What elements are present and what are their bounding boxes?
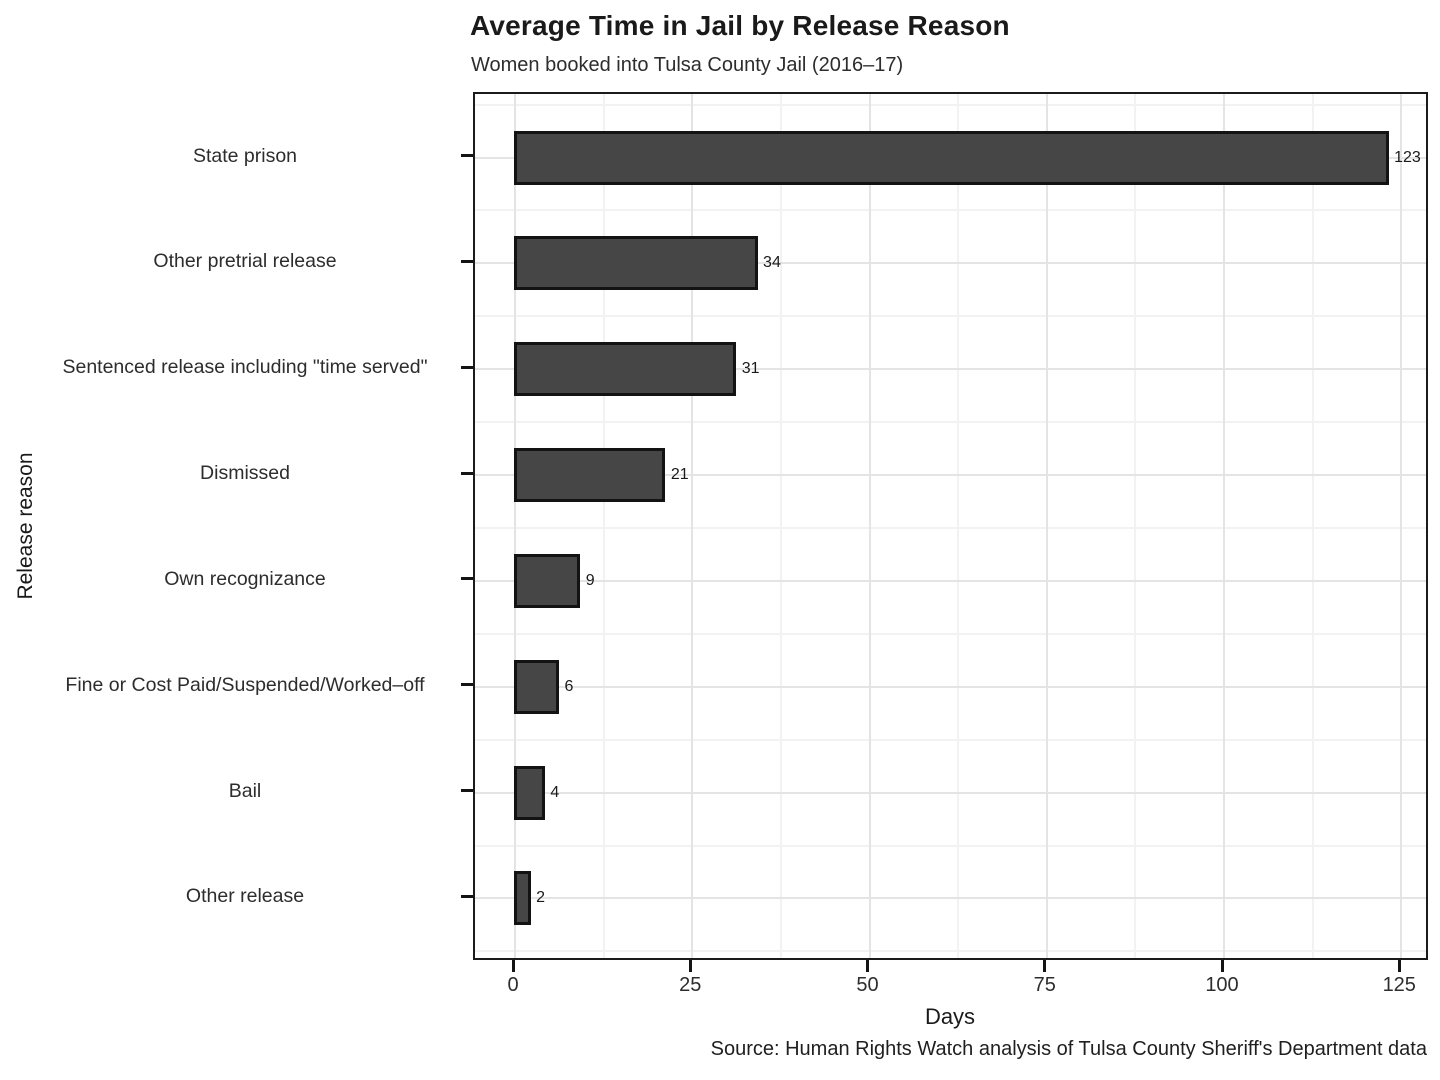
gridline-major-horizontal: [475, 474, 1426, 477]
gridline-minor-vertical: [779, 94, 782, 958]
bar: [513, 236, 758, 291]
source-caption: Source: Human Rights Watch analysis of T…: [710, 1038, 1427, 1060]
y-axis-category-label: Own recognizance: [164, 567, 326, 590]
y-axis-tick-mark: [461, 471, 473, 475]
bar: [513, 448, 666, 503]
gridline-major-horizontal: [475, 791, 1426, 794]
gridline-minor-horizontal: [475, 527, 1426, 529]
y-axis-category-label: Sentenced release including "time served…: [62, 356, 428, 379]
gridline-minor-vertical: [1311, 94, 1314, 958]
y-axis-category-label: State prison: [192, 144, 298, 167]
bar-value-label: 9: [585, 571, 595, 589]
bar: [513, 130, 1389, 185]
y-axis-tick-mark: [461, 577, 473, 581]
chart-title: Average Time in Jail by Release Reason: [470, 10, 1010, 41]
y-axis-category-label: Bail: [228, 779, 262, 802]
bar: [513, 553, 581, 608]
y-axis-tick-mark: [461, 259, 473, 263]
x-axis-tick-label: 25: [679, 974, 702, 996]
y-axis-tick-mark: [461, 683, 473, 687]
gridline-minor-horizontal: [475, 315, 1426, 318]
gridline-minor-horizontal: [475, 738, 1426, 741]
gridline-major-horizontal: [475, 579, 1426, 582]
y-axis-tick-mark: [461, 365, 473, 369]
gridline-minor-horizontal: [475, 209, 1426, 212]
y-axis-tick-mark: [461, 894, 473, 898]
gridline-major-vertical: [1223, 94, 1225, 958]
y-axis-tick-mark: [461, 154, 473, 157]
y-axis-tick-mark: [461, 789, 473, 793]
x-axis-tick-mark: [1220, 960, 1224, 972]
bar: [513, 659, 560, 714]
gridline-major-vertical: [1400, 94, 1403, 958]
gridline-major-horizontal: [475, 262, 1426, 265]
gridline-minor-horizontal: [475, 103, 1426, 106]
gridline-minor-horizontal: [475, 844, 1426, 847]
bar-value-label: 6: [564, 677, 574, 695]
gridline-major-horizontal: [475, 685, 1426, 688]
bar-value-label: 2: [536, 889, 546, 907]
y-axis-category-label: Fine or Cost Paid/Suspended/Worked–off: [65, 673, 425, 696]
gridline-major-horizontal: [475, 368, 1426, 371]
x-axis-tick-mark: [688, 960, 692, 972]
bar-value-label: 123: [1394, 148, 1421, 166]
x-axis-tick-label: 100: [1205, 974, 1239, 996]
bar-value-label: 4: [550, 783, 560, 801]
bar: [513, 342, 737, 397]
x-axis-tick-label: 0: [507, 974, 519, 996]
bar-value-label: 31: [741, 360, 760, 378]
gridline-major-vertical: [1045, 94, 1048, 958]
gridline-minor-vertical: [1134, 94, 1137, 958]
gridline-minor-vertical: [602, 94, 605, 958]
chart-subtitle: Women booked into Tulsa County Jail (201…: [471, 54, 904, 76]
plot-panel: 123 34 31 21 9 6 4 2: [473, 92, 1428, 960]
bar: [513, 871, 531, 926]
gridline-major-vertical: [691, 94, 694, 958]
gridline-minor-vertical: [957, 94, 960, 958]
y-axis-category-label: Dismissed: [200, 461, 290, 484]
gridline-major-horizontal: [475, 897, 1426, 900]
x-axis-title: Days: [924, 1004, 976, 1029]
bar: [513, 765, 545, 820]
y-axis-category-label: Other release: [185, 885, 305, 908]
gridline-minor-horizontal: [475, 632, 1426, 635]
gridline-major-vertical: [514, 94, 516, 958]
x-axis-tick-label: 75: [1033, 974, 1056, 996]
x-axis-tick-label: 125: [1382, 974, 1416, 996]
gridline-minor-horizontal: [475, 950, 1426, 953]
x-axis-tick-mark: [866, 960, 869, 972]
x-axis-tick-mark: [1043, 960, 1047, 972]
gridline-minor-horizontal: [475, 421, 1426, 424]
gridline-major-vertical: [868, 94, 871, 958]
y-axis-category-label: Other pretrial release: [153, 250, 337, 273]
x-axis-tick-label: 50: [856, 974, 879, 996]
x-axis-tick-mark: [1397, 960, 1401, 972]
bar-value-label: 21: [670, 466, 689, 484]
bar-value-label: 34: [763, 254, 781, 272]
x-axis-tick-mark: [511, 960, 515, 972]
